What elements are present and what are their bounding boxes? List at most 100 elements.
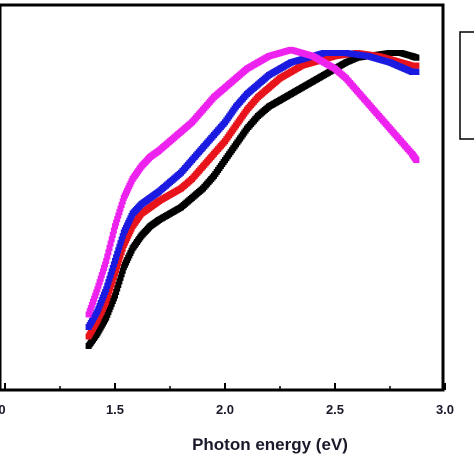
data-point	[85, 311, 92, 318]
data-point-fill	[116, 209, 123, 216]
data-point-fill	[86, 308, 93, 315]
series-2	[85, 50, 420, 331]
data-point-fill	[118, 271, 125, 278]
data-point-fill	[198, 108, 205, 115]
data-point-fill	[104, 282, 111, 289]
data-point-fill	[117, 274, 124, 281]
data-point-fill	[412, 54, 419, 61]
x-tick-label: 0	[0, 402, 6, 417]
data-point-fill	[115, 281, 122, 288]
data-point-fill	[106, 244, 113, 251]
data-point-fill	[242, 127, 249, 134]
data-point-fill	[105, 291, 112, 298]
data-point	[103, 257, 110, 264]
x-axis-title: Photon energy (eV)	[192, 435, 348, 454]
data-point-fill	[220, 120, 227, 127]
data-point-fill	[109, 231, 116, 238]
data-point-fill	[352, 86, 359, 93]
x-tick-label: 2.0	[216, 402, 234, 417]
data-point-fill	[102, 301, 109, 308]
data-point-fill	[116, 256, 123, 263]
data-point-fill	[104, 253, 111, 260]
data-point-fill	[231, 143, 238, 150]
data-point-fill	[209, 133, 216, 140]
data-point-fill	[93, 310, 100, 317]
data-point-fill	[198, 164, 205, 171]
data-point-fill	[115, 212, 122, 219]
data-point-fill	[105, 279, 112, 286]
data-point-fill	[412, 62, 419, 69]
plot-frame	[0, 3, 445, 392]
data-point-fill	[109, 277, 116, 284]
data-point-fill	[118, 236, 125, 243]
data-point-fill	[106, 275, 113, 282]
data-point-fill	[209, 174, 216, 181]
data-point-fill	[88, 302, 95, 308]
data-point-fill	[92, 292, 99, 299]
data-point-fill	[396, 136, 403, 143]
data-point-fill	[187, 158, 194, 165]
data-point-fill	[412, 156, 419, 163]
legend-box	[459, 31, 474, 140]
data-point-fill	[374, 111, 381, 118]
data-point-fill	[102, 261, 109, 268]
data-point-fill	[91, 295, 98, 302]
data-point-fill	[118, 249, 125, 256]
data-point	[112, 223, 118, 230]
data-point-fill	[87, 305, 94, 312]
series-layer	[85, 46, 420, 349]
data-point	[94, 286, 101, 293]
data-point-fill	[101, 264, 107, 271]
series-0	[85, 50, 420, 349]
data-point-fill	[128, 178, 135, 185]
data-point-fill	[412, 68, 419, 75]
x-tick-label: 2.5	[326, 402, 344, 417]
data-point-fill	[113, 219, 120, 226]
data-point-fill	[104, 295, 111, 302]
data-point-fill	[119, 198, 126, 205]
data-point-fill	[116, 243, 123, 250]
data-point-fill	[107, 240, 114, 247]
data-point-fill	[109, 264, 116, 271]
data-point-fill	[119, 233, 126, 240]
data-point-fill	[107, 284, 114, 291]
data-point-fill	[99, 268, 106, 275]
data-point-fill	[106, 288, 113, 295]
data-point-fill	[385, 124, 392, 131]
data-point-fill	[115, 247, 122, 254]
data-point-fill	[220, 159, 227, 166]
data-point-fill	[108, 268, 115, 275]
data-point-fill	[102, 289, 109, 296]
data-point-fill	[119, 245, 126, 252]
data-point-fill	[98, 272, 105, 279]
series-3	[85, 46, 420, 318]
data-point-fill	[93, 289, 100, 296]
data-point-fill	[363, 98, 370, 105]
data-point-fill	[114, 263, 121, 270]
data-point-fill	[110, 227, 117, 234]
data-point-fill	[114, 285, 121, 292]
data-point-fill	[113, 254, 120, 261]
data-point-fill	[114, 216, 121, 223]
data-point-fill	[118, 201, 125, 208]
data-point-fill	[209, 152, 216, 159]
data-point-fill	[102, 316, 109, 323]
data-point-fill	[110, 295, 117, 302]
data-point	[112, 257, 118, 264]
data-point-fill	[107, 272, 114, 279]
x-tick-label: 3.0	[436, 402, 454, 417]
data-point-fill	[117, 252, 124, 259]
data-point-fill	[114, 250, 121, 257]
data-point-fill	[242, 108, 249, 115]
data-point-fill	[113, 266, 120, 273]
data-point-fill	[110, 274, 117, 281]
data-point-fill	[108, 281, 115, 288]
data-point	[112, 270, 118, 277]
data-point-fill	[231, 105, 238, 112]
data-point-fill	[128, 213, 135, 220]
data-point-fill	[117, 205, 124, 212]
data-point-fill	[128, 225, 135, 232]
data-point-fill	[90, 298, 96, 305]
data-point-fill	[231, 124, 238, 131]
